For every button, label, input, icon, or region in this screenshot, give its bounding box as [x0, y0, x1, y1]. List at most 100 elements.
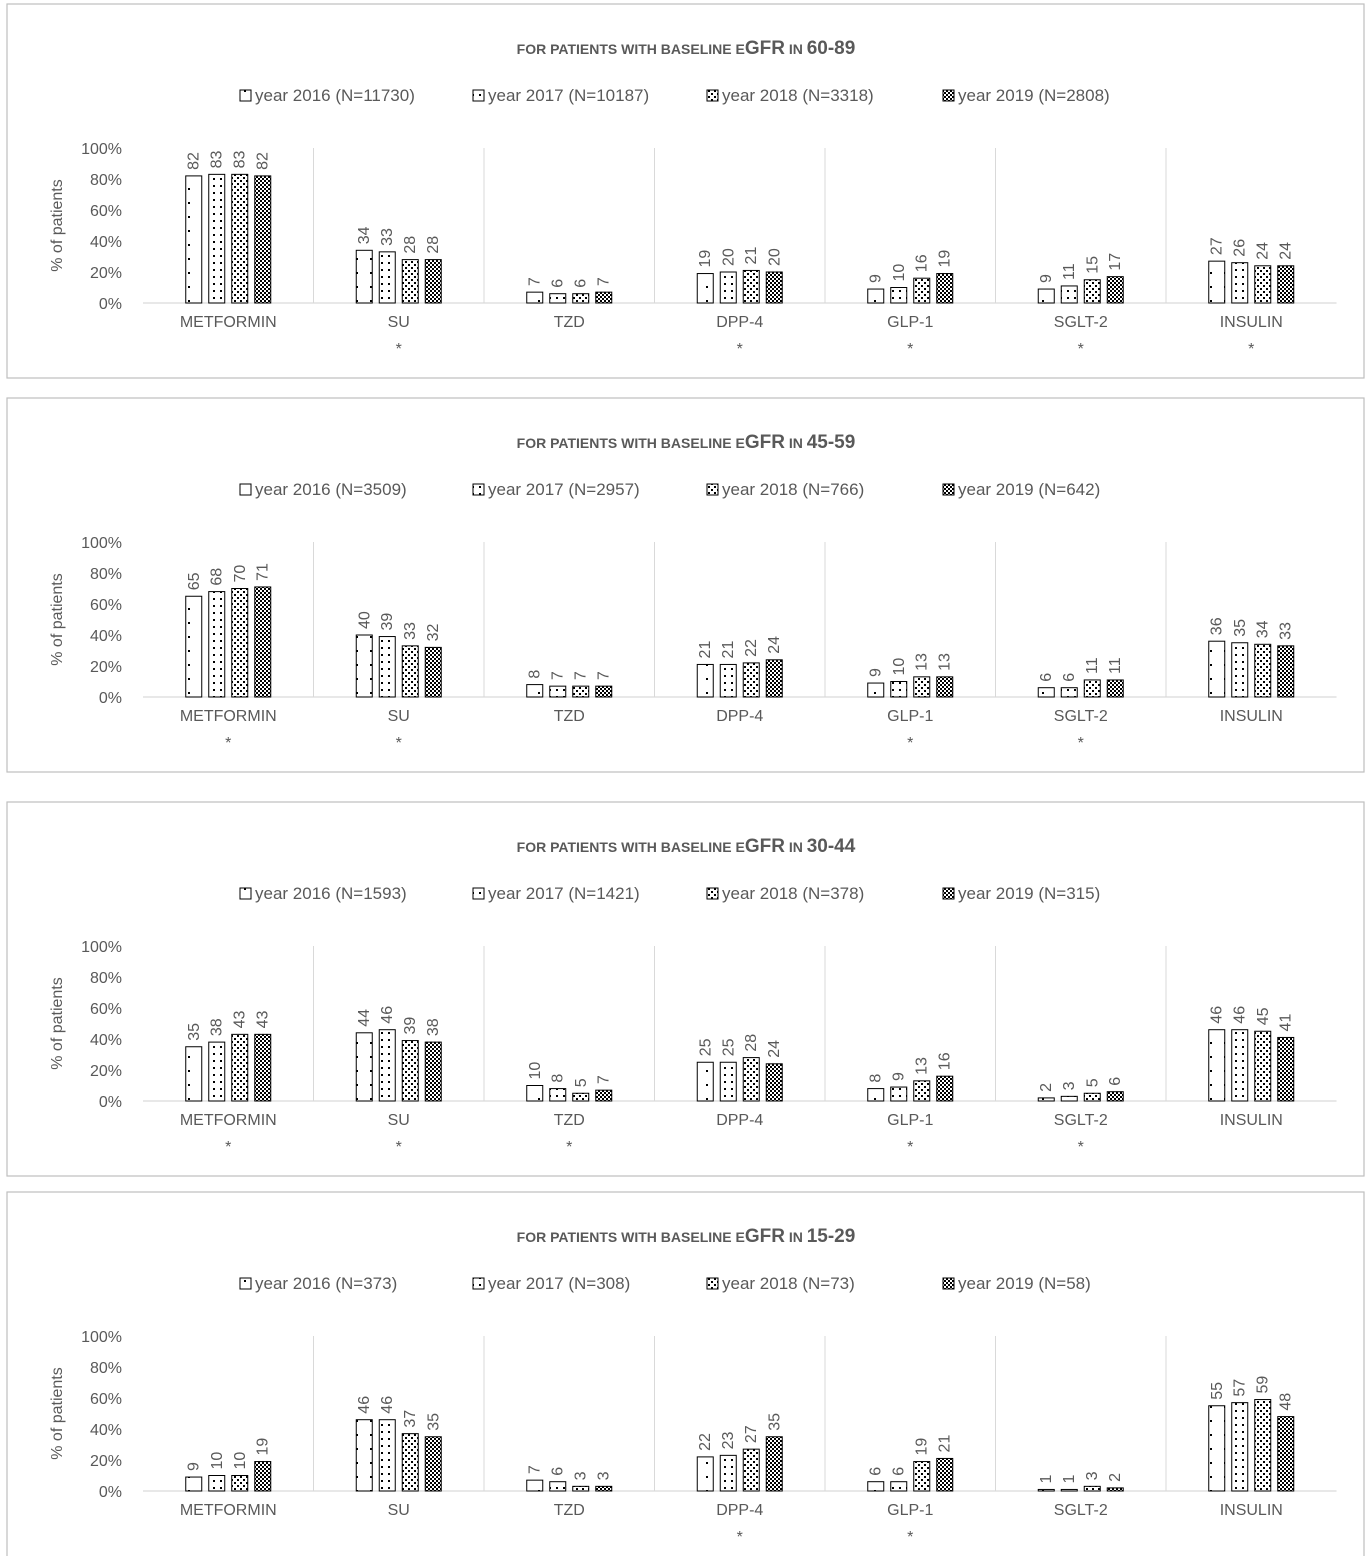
legend-swatch — [942, 1277, 955, 1290]
data-label: 1 — [1038, 1474, 1055, 1483]
significance-marker: * — [907, 1139, 913, 1156]
bar — [401, 259, 419, 304]
bar — [254, 1033, 272, 1102]
data-label: 6 — [1038, 673, 1055, 682]
x-tick-label: TZD — [554, 314, 585, 331]
data-label: 43 — [255, 1010, 272, 1028]
y-tick-label: 0% — [99, 296, 122, 313]
bar — [595, 1089, 613, 1102]
data-label: 21 — [937, 1435, 954, 1453]
data-label: 3 — [1084, 1471, 1101, 1480]
data-label: 8 — [527, 670, 544, 679]
x-tick-label: DPP-4 — [716, 1502, 763, 1519]
legend-item: year 2016 (N=11730) — [255, 86, 415, 105]
data-label: 45 — [1255, 1007, 1272, 1025]
bar — [549, 1088, 567, 1102]
data-label: 21 — [720, 641, 737, 659]
bar — [1106, 276, 1124, 304]
bar — [1277, 265, 1295, 304]
significance-marker: * — [1078, 341, 1084, 358]
data-label: 11 — [1084, 657, 1101, 674]
bar — [1060, 1488, 1078, 1492]
data-label: 3 — [1061, 1081, 1078, 1090]
data-label: 2 — [1107, 1473, 1124, 1482]
data-label: 7 — [527, 277, 544, 286]
x-tick-label: SU — [388, 314, 410, 331]
bar — [913, 676, 931, 698]
x-tick-label: TZD — [554, 1112, 585, 1129]
bar — [719, 663, 737, 698]
data-label: 11 — [1061, 263, 1078, 280]
legend-item: year 2019 (N=315) — [958, 884, 1100, 903]
bar — [401, 1040, 419, 1102]
data-label: 48 — [1278, 1393, 1295, 1411]
bar — [719, 1061, 737, 1102]
bar — [185, 175, 203, 304]
title-prefix: FOR PATIENTS WITH BASELINE E — [517, 839, 745, 855]
data-label: 19 — [255, 1438, 272, 1456]
bar — [742, 1448, 760, 1492]
data-label: 70 — [232, 565, 249, 583]
bar — [1208, 260, 1226, 304]
data-label: 10 — [527, 1062, 544, 1080]
bar — [867, 1088, 885, 1102]
data-label: 7 — [596, 277, 613, 286]
y-axis-label: % of patients — [49, 179, 66, 272]
bar — [208, 1475, 226, 1492]
legend-item: year 2019 (N=58) — [958, 1274, 1091, 1293]
data-label: 83 — [209, 150, 226, 168]
bar — [355, 634, 373, 698]
legend-swatch — [239, 483, 252, 496]
y-tick-label: 80% — [90, 1360, 122, 1377]
data-label: 3 — [596, 1471, 613, 1480]
data-label: 34 — [1255, 620, 1272, 638]
data-label: 11 — [1107, 657, 1124, 674]
data-label: 40 — [356, 611, 373, 629]
y-tick-label: 40% — [90, 1032, 122, 1049]
bar — [719, 271, 737, 304]
x-tick-label: DPP-4 — [716, 708, 763, 725]
bar — [231, 588, 249, 698]
title-gfr: GFR — [745, 432, 785, 453]
data-label: 33 — [1278, 622, 1295, 640]
bar — [378, 251, 396, 304]
significance-marker: * — [907, 341, 913, 358]
title-gfr: GFR — [745, 38, 785, 59]
data-label: 20 — [766, 248, 783, 266]
bar — [1037, 1488, 1055, 1492]
bar — [424, 1041, 442, 1102]
x-tick-label: SU — [388, 1112, 410, 1129]
legend-item: year 2018 (N=378) — [722, 884, 864, 903]
legend-swatch — [239, 887, 252, 900]
bar — [890, 681, 908, 698]
data-label: 24 — [1255, 242, 1272, 260]
bar — [424, 646, 442, 698]
panel-border — [6, 801, 1365, 1177]
bar — [1231, 642, 1249, 698]
bar — [1231, 262, 1249, 304]
panel-border — [6, 397, 1365, 773]
data-label: 39 — [379, 613, 396, 631]
data-label: 19 — [914, 1438, 931, 1456]
data-label: 71 — [255, 563, 272, 581]
x-tick-label: GLP-1 — [887, 708, 933, 725]
data-label: 10 — [209, 1452, 226, 1470]
data-label: 57 — [1232, 1379, 1249, 1397]
legend-item: year 2019 (N=2808) — [958, 86, 1110, 105]
data-label: 6 — [1107, 1077, 1124, 1086]
bar — [208, 1041, 226, 1102]
bar — [231, 173, 249, 304]
data-label: 5 — [1084, 1078, 1101, 1087]
legend-swatch — [942, 483, 955, 496]
data-label: 21 — [697, 641, 714, 659]
y-tick-label: 60% — [90, 1391, 122, 1408]
x-tick-label: INSULIN — [1220, 708, 1283, 725]
bar — [765, 1436, 783, 1492]
bar — [1231, 1402, 1249, 1492]
data-label: 28 — [743, 1034, 760, 1052]
data-label: 39 — [402, 1017, 419, 1035]
bar — [1208, 640, 1226, 698]
data-label: 6 — [550, 279, 567, 288]
data-label: 28 — [425, 236, 442, 254]
bar — [526, 684, 544, 698]
